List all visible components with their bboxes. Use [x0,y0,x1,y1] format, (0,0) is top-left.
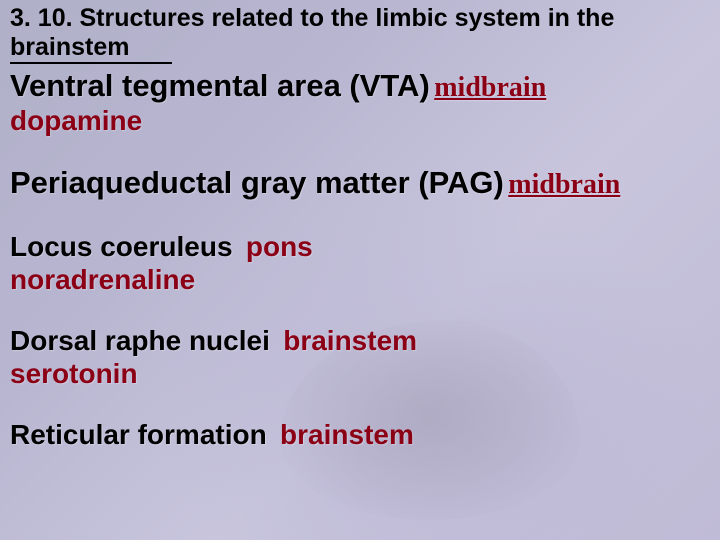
structure-location: pons [246,231,313,262]
neurotransmitter: serotonin [10,358,138,389]
structure-location: brainstem [283,325,417,356]
slide-content: 3. 10. Structures related to the limbic … [0,0,720,451]
structure-name: Ventral tegmental area (VTA) [10,68,430,103]
structure-location: midbrain [508,169,620,200]
item-pag: Periaqueductal gray matter (PAG) midbrai… [10,165,712,202]
slide-heading: 3. 10. Structures related to the limbic … [10,4,712,62]
item-dorsal-raphe: Dorsal raphe nuclei brainstem serotonin [10,324,712,390]
structure-name: Reticular formation [10,419,267,450]
item-vta: Ventral tegmental area (VTA) midbrain do… [10,68,712,138]
structure-location: brainstem [280,419,414,450]
item-locus-coeruleus: Locus coeruleus pons noradrenaline [10,230,712,296]
structure-name: Dorsal raphe nuclei [10,325,270,356]
structure-name: Locus coeruleus [10,231,233,262]
neurotransmitter: dopamine [10,105,142,136]
structure-location: midbrain [434,72,546,103]
item-reticular-formation: Reticular formation brainstem [10,418,712,451]
neurotransmitter: noradrenaline [10,264,195,295]
heading-underline [10,62,172,64]
structure-name: Periaqueductal gray matter (PAG) [10,165,504,200]
